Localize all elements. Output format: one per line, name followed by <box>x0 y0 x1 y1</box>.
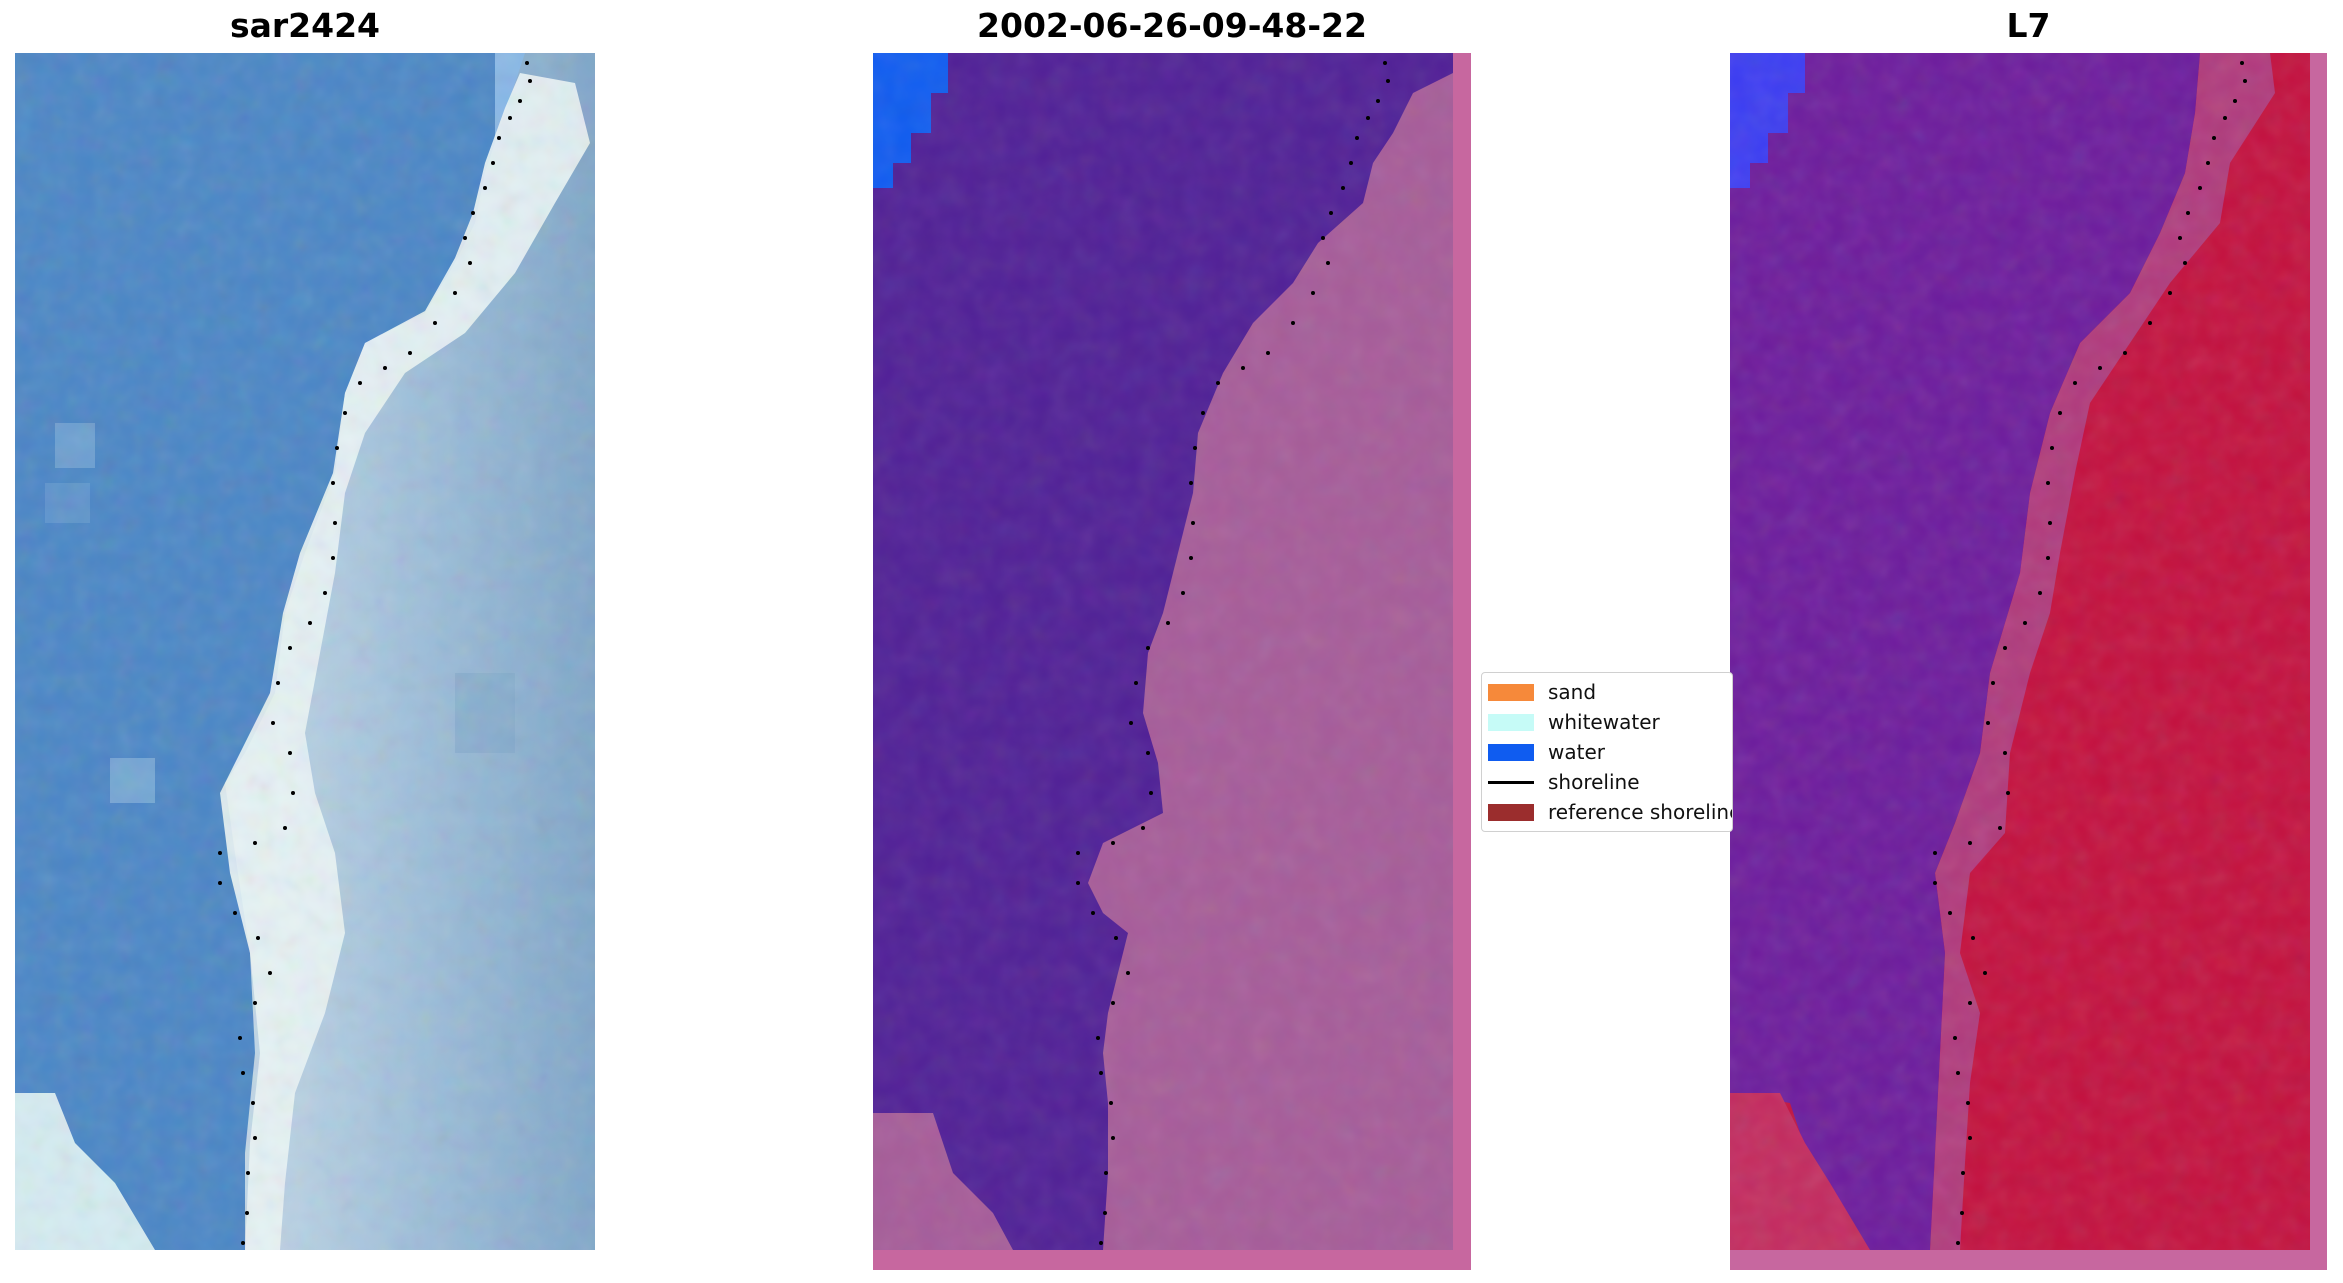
class-shoreline <box>1076 61 1390 1245</box>
class-noise <box>873 53 1453 1250</box>
rgb-shoreline <box>218 61 532 1245</box>
reference-shoreline-swatch <box>1488 803 1534 821</box>
legend-label-sand: sand <box>1548 680 1597 704</box>
legend-item-whitewater: whitewater <box>1488 710 1660 734</box>
panel-title-rgb: sar2424 <box>229 6 381 45</box>
legend-label-reference-shoreline: reference shoreline <box>1548 800 1733 824</box>
panel-title-mndwi: L7 <box>2006 6 2051 45</box>
whitewater-swatch <box>1488 713 1534 731</box>
sand-swatch <box>1488 683 1534 701</box>
classification-panel <box>873 53 1471 1270</box>
legend-item-reference-shoreline: reference shoreline <box>1488 800 1733 824</box>
legend-item-sand: sand <box>1488 680 1596 704</box>
panel-title-classification: 2002-06-26-09-48-22 <box>977 6 1367 45</box>
rgb-image-panel <box>15 53 595 1250</box>
mndwi-noise <box>1730 53 2310 1250</box>
legend-item-shoreline: shoreline <box>1488 770 1640 794</box>
legend-label-whitewater: whitewater <box>1548 710 1660 734</box>
legend-label-water: water <box>1548 740 1605 764</box>
legend: sand whitewater water shoreline referenc… <box>1481 672 1733 832</box>
mndwi-panel <box>1730 53 2327 1270</box>
water-swatch <box>1488 743 1534 761</box>
legend-label-shoreline: shoreline <box>1548 770 1640 794</box>
shoreline-line-icon <box>1488 780 1534 784</box>
legend-item-water: water <box>1488 740 1605 764</box>
mndwi-shoreline <box>1933 61 2247 1245</box>
rgb-noise <box>15 53 595 1250</box>
